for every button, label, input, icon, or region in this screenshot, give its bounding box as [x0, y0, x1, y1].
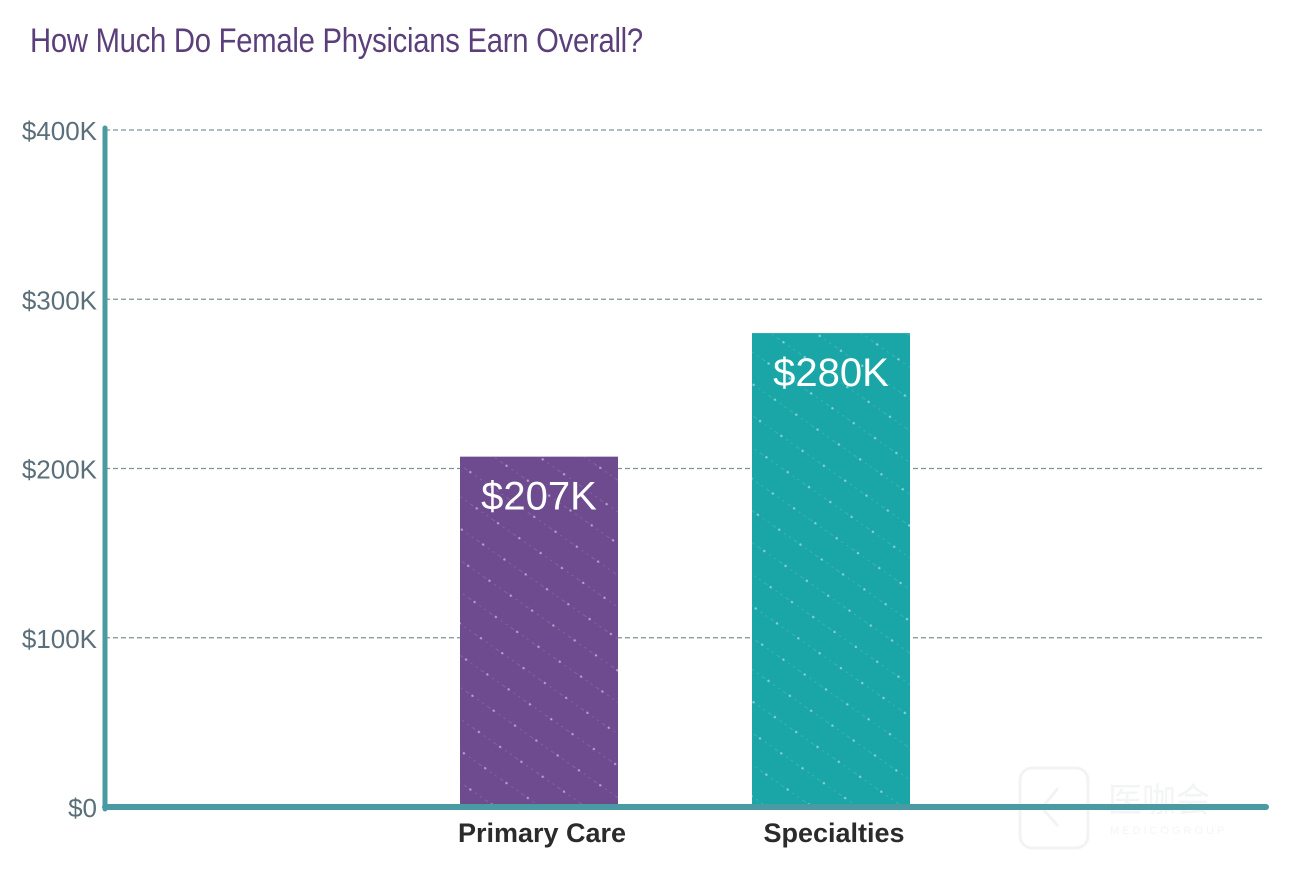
y-tick-label: $200K: [22, 455, 98, 485]
data-label: $280K: [773, 351, 889, 395]
x-tick-label: Specialties: [763, 818, 904, 848]
watermark-text: 医咖会: [1108, 782, 1210, 820]
y-tick-label: $0: [68, 793, 97, 823]
data-label: $207K: [481, 475, 597, 519]
watermark-subtext: MEDICOGROUP: [1110, 825, 1227, 837]
y-tick-label: $400K: [22, 116, 98, 146]
bar-texture: [752, 333, 910, 807]
y-tick-label: $300K: [22, 285, 98, 315]
chart-title: How Much Do Female Physicians Earn Overa…: [30, 22, 643, 60]
bar-texture: [460, 456, 618, 807]
x-tick-label: Primary Care: [458, 818, 626, 848]
y-tick-label: $100K: [22, 624, 98, 654]
